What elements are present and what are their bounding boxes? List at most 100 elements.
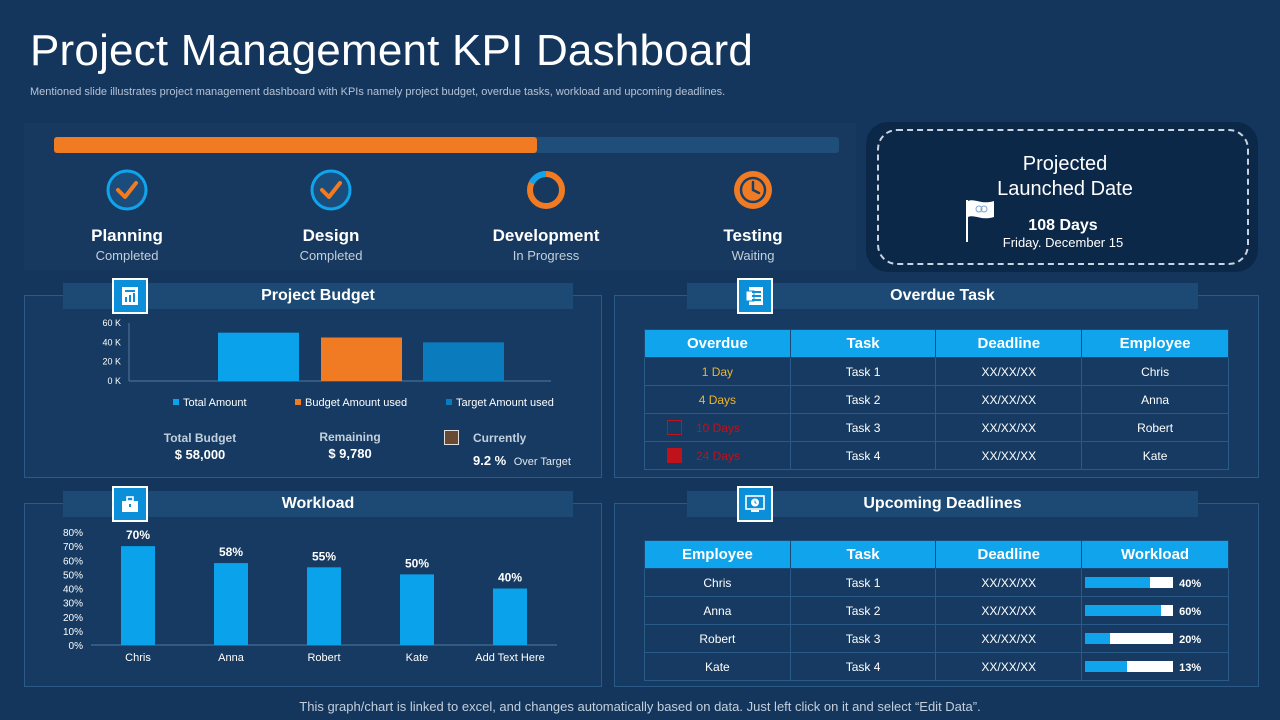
partial-ring-icon	[527, 170, 565, 209]
x-tick-label: Add Text Here	[475, 652, 545, 664]
launch-date: Friday. December 15	[1002, 235, 1124, 250]
overdue-marker	[667, 420, 682, 435]
column-header: Task	[789, 329, 937, 358]
employee-cell: Kate	[644, 652, 791, 681]
employee-cell: Anna	[644, 596, 791, 625]
currently-value: 9.2 %	[473, 453, 507, 468]
legend-swatch	[446, 399, 452, 405]
y-tick-label: 10%	[63, 627, 83, 638]
launch-title: Projected Launched Date	[879, 152, 1251, 202]
budget-bar-2	[321, 337, 402, 381]
y-tick-label: 70%	[63, 542, 83, 553]
workload-bar-fill	[1085, 632, 1110, 644]
workload-bar	[1085, 604, 1174, 616]
currently-suffix: Over Target	[513, 456, 571, 468]
workload-badge	[112, 486, 148, 522]
stage-name: Planning	[91, 226, 163, 245]
legend-total-amount: Total Amount	[173, 397, 247, 409]
employee-cell: Robert	[644, 624, 791, 653]
overdue-value: 4 Days	[698, 392, 737, 407]
legend-label: Total Amount	[183, 397, 247, 409]
checklist-icon	[745, 287, 763, 305]
task-cell: Task 1	[789, 568, 937, 597]
column-header: Workload	[1081, 540, 1229, 569]
workload-header: Workload	[63, 491, 573, 517]
workload-bar	[1085, 632, 1174, 644]
overdue-badge	[737, 278, 773, 314]
deadline-cell: XX/XX/XX	[935, 596, 1083, 625]
deadline-cell: XX/XX/XX	[935, 441, 1083, 470]
column-header: Overdue	[644, 329, 791, 358]
stage-name: Design	[302, 226, 360, 245]
bar-value-label: 55%	[312, 549, 336, 563]
stage-testing: Testing Waiting	[663, 168, 843, 263]
column-header: Deadline	[935, 540, 1083, 569]
column-header: Employee	[1081, 329, 1229, 358]
table-row: 1 Day Task 1 XX/XX/XX Chris	[644, 357, 1229, 386]
workload-cell: 13%	[1081, 652, 1229, 681]
launch-title-line2: Launched Date	[997, 178, 1133, 200]
stage-status: Waiting	[731, 248, 775, 263]
column-header: Task	[789, 540, 937, 569]
currently-swatch	[444, 430, 459, 445]
table-row: Robert Task 3 XX/XX/XX 20%	[644, 624, 1229, 653]
budget-badge	[112, 278, 148, 314]
task-cell: Task 3	[789, 624, 937, 653]
workload-percent: 40%	[1179, 577, 1202, 590]
y-tick-label: 60 K	[102, 318, 121, 328]
upcoming-badge	[737, 486, 773, 522]
page-title: Project Management KPI Dashboard	[30, 26, 754, 75]
workload-percent: 20%	[1179, 633, 1202, 646]
table-header-row: Overdue Task Deadline Employee	[644, 329, 1229, 358]
workload-cell: 60%	[1081, 596, 1229, 625]
bar-value-label: 70%	[126, 528, 150, 542]
overdue-value: 1 Day	[701, 364, 734, 379]
workload-bar-1	[121, 546, 155, 645]
y-tick-label: 20%	[63, 613, 83, 624]
upcoming-deadlines-panel: Upcoming Deadlines Employee Task Deadlin…	[614, 486, 1259, 687]
overdue-marker	[667, 448, 682, 463]
employee-cell: Robert	[1081, 413, 1229, 442]
workload-bar-fill	[1085, 660, 1128, 672]
y-tick-label: 30%	[63, 599, 83, 610]
stage-name: Development	[492, 226, 600, 245]
employee-cell: Kate	[1081, 441, 1229, 470]
workload-bar	[1085, 660, 1174, 672]
projected-launch-card: Projected Launched Date 108 Days Friday.…	[866, 122, 1258, 272]
footer-note: This graph/chart is linked to excel, and…	[299, 699, 981, 714]
workload-percent: 13%	[1179, 661, 1202, 674]
total-budget-label: Total Budget	[163, 431, 237, 445]
legend-target-used: Target Amount used	[446, 397, 554, 409]
task-cell: Task 3	[789, 413, 937, 442]
y-tick-label: 0 K	[107, 376, 121, 386]
stage-status: Completed	[95, 248, 159, 263]
column-header: Employee	[644, 540, 791, 569]
deadline-cell: XX/XX/XX	[935, 357, 1083, 386]
employee-cell: Anna	[1081, 385, 1229, 414]
x-tick-label: Anna	[218, 652, 245, 664]
flag-icon	[966, 200, 994, 242]
table-header-row: Employee Task Deadline Workload	[644, 540, 1229, 569]
x-tick-label: Chris	[125, 652, 151, 664]
project-budget-panel: Project Budget 0 K 20 K 40 K 60 K Total Amo…	[24, 278, 602, 478]
launch-title-line1: Projected	[1022, 153, 1108, 175]
workload-bar-fill	[1085, 576, 1151, 588]
legend-swatch	[295, 399, 301, 405]
workload-bar-chart: 0% 10% 20% 30% 40% 50% 60% 70% 80% 70% Chris 58% Ann…	[63, 528, 557, 664]
bar-value-label: 50%	[405, 556, 429, 570]
currently-label: Currently	[473, 431, 527, 445]
clock-icon	[734, 171, 772, 209]
y-tick-label: 80%	[63, 528, 83, 539]
task-cell: Task 4	[789, 652, 937, 681]
workload-cell: 40%	[1081, 568, 1229, 597]
workload-bar	[1085, 576, 1174, 588]
deadline-cell: XX/XX/XX	[935, 568, 1083, 597]
total-budget-value: $ 58,000	[174, 447, 226, 462]
x-tick-label: Robert	[307, 652, 340, 664]
x-tick-label: Kate	[406, 652, 429, 664]
deadline-cell: XX/XX/XX	[935, 385, 1083, 414]
overdue-value: 10 Days	[696, 421, 741, 435]
bar-value-label: 40%	[498, 571, 522, 585]
table-row: 10 Days Task 3 XX/XX/XX Robert	[644, 413, 1229, 442]
project-progress-bar	[54, 137, 839, 153]
